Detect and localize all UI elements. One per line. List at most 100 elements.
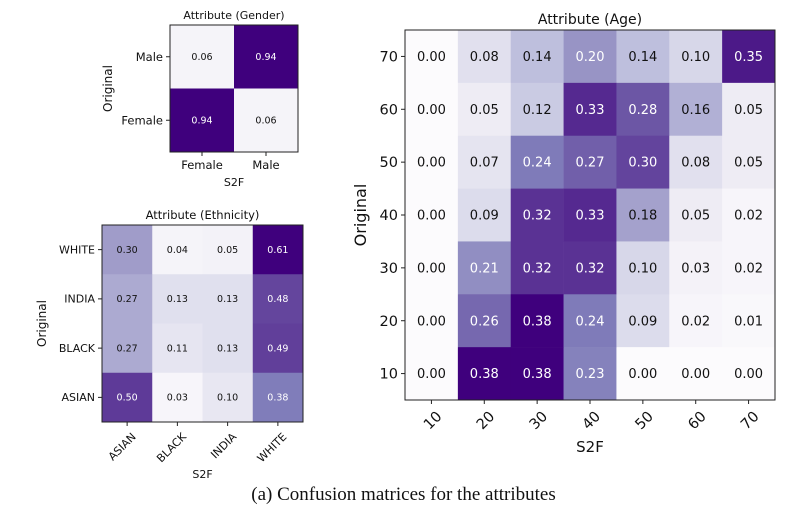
chart1-ylabel: Original bbox=[101, 65, 115, 112]
chart2-cell-label: 0.04 bbox=[167, 245, 188, 256]
chart1-cell-label: 0.94 bbox=[191, 116, 212, 127]
chart3-xtick-label: 60 bbox=[685, 409, 709, 433]
chart1-ytick-label: Female bbox=[121, 113, 163, 127]
chart3-cell bbox=[405, 82, 459, 137]
chart3-cell-label: 0.00 bbox=[628, 367, 657, 382]
chart3-cell-label: 0.00 bbox=[681, 367, 710, 382]
chart2-cell bbox=[202, 372, 254, 423]
chart3-cell-label: 0.21 bbox=[470, 261, 499, 276]
chart2-cell-label: 0.50 bbox=[117, 393, 138, 404]
chart2-cell bbox=[202, 225, 254, 275]
chart3-cell bbox=[616, 188, 670, 242]
chart3-cell bbox=[616, 294, 670, 348]
chart2-cell bbox=[152, 225, 203, 275]
chart3-cell bbox=[457, 82, 512, 137]
chart3-xtick-label: 40 bbox=[580, 409, 604, 433]
chart3-cell-label: 0.00 bbox=[417, 314, 446, 329]
chart3-cell-label: 0.38 bbox=[523, 314, 552, 329]
chart3-cell-label: 0.24 bbox=[576, 314, 605, 329]
chart3-cell bbox=[722, 188, 776, 242]
chart3-cell-label: 0.00 bbox=[417, 261, 446, 276]
chart3-xtick-label: 30 bbox=[527, 409, 551, 433]
chart3-xtick-label: 50 bbox=[633, 409, 657, 433]
chart3-ylabel: Original bbox=[351, 184, 370, 247]
chart2-cell bbox=[202, 274, 254, 324]
chart3-cell bbox=[669, 82, 723, 137]
chart3-cell-label: 0.10 bbox=[628, 261, 657, 276]
chart3-ytick-label: 40 bbox=[380, 208, 398, 224]
chart3-cell bbox=[563, 30, 617, 84]
chart2-cell-label: 0.10 bbox=[217, 393, 238, 404]
chart3-ytick-label: 30 bbox=[380, 261, 398, 277]
chart3-cell bbox=[722, 241, 776, 295]
chart2-xtick-label: BLACK bbox=[154, 430, 189, 465]
chart3-cell bbox=[510, 82, 564, 137]
chart3-cell-label: 0.02 bbox=[681, 314, 710, 329]
chart3-cell bbox=[457, 241, 512, 295]
chart2-cell bbox=[252, 323, 304, 374]
chart2-cell bbox=[102, 372, 153, 423]
chart3-cell-label: 0.12 bbox=[523, 103, 552, 118]
chart2-ytick-label: ASIAN bbox=[61, 391, 95, 404]
chart2-cell-label: 0.13 bbox=[167, 294, 188, 305]
chart2-cell-label: 0.13 bbox=[217, 343, 238, 354]
chart3-cell-label: 0.33 bbox=[576, 209, 605, 224]
chart3-cell bbox=[457, 30, 512, 84]
chart3-cell-label: 0.24 bbox=[523, 156, 552, 171]
chart2-cell bbox=[152, 372, 203, 423]
chart2-ytick-label: INDIA bbox=[64, 293, 95, 306]
chart3-cell bbox=[616, 30, 670, 84]
chart3-cell-label: 0.00 bbox=[417, 156, 446, 171]
chart3-cell-label: 0.10 bbox=[681, 50, 710, 65]
chart3-cell-label: 0.05 bbox=[734, 156, 763, 171]
chart2-cell bbox=[152, 274, 203, 324]
chart3-cell-label: 0.32 bbox=[576, 261, 605, 276]
chart3-xlabel: S2F bbox=[576, 438, 604, 456]
chart3-ytick-label: 20 bbox=[380, 314, 398, 330]
chart3-cell bbox=[510, 188, 564, 242]
chart3-cell-label: 0.27 bbox=[576, 156, 605, 171]
chart3-cell bbox=[405, 30, 459, 84]
chart3-cell-label: 0.14 bbox=[523, 50, 552, 65]
chart2-cell-label: 0.27 bbox=[117, 294, 138, 305]
chart3-ytick-label: 10 bbox=[380, 367, 398, 383]
chart1-frame bbox=[169, 24, 299, 153]
chart1-cell bbox=[234, 88, 299, 153]
chart3-cell bbox=[722, 82, 776, 137]
chart3-cell bbox=[405, 294, 459, 348]
chart1-ytick-label: Male bbox=[136, 50, 163, 64]
chart3-cell-label: 0.38 bbox=[470, 367, 499, 382]
chart3-cell bbox=[563, 135, 617, 189]
chart3-cell-label: 0.16 bbox=[681, 103, 710, 118]
chart3-cell bbox=[457, 294, 512, 348]
chart2-cell bbox=[252, 274, 304, 324]
chart3-cell-label: 0.33 bbox=[576, 103, 605, 118]
chart1-cell-label: 0.06 bbox=[191, 52, 212, 63]
chart2-cell-label: 0.49 bbox=[267, 343, 288, 354]
chart1-cell bbox=[234, 25, 299, 89]
chart2-cell-label: 0.05 bbox=[217, 245, 238, 256]
chart3-cell-label: 0.18 bbox=[628, 209, 657, 224]
chart3-cell bbox=[669, 241, 723, 295]
chart3-cell bbox=[405, 188, 459, 242]
chart2-xtick-label: INDIA bbox=[208, 430, 239, 461]
chart3-cell-label: 0.02 bbox=[734, 261, 763, 276]
chart3-cell bbox=[563, 241, 617, 295]
chart3-cell-label: 0.05 bbox=[470, 103, 499, 118]
chart3-cell-label: 0.01 bbox=[734, 314, 763, 329]
chart2-cell bbox=[252, 372, 304, 423]
chart3-cell bbox=[722, 294, 776, 348]
chart2-ytick-label: WHITE bbox=[59, 243, 95, 256]
chart3-cell bbox=[669, 135, 723, 189]
chart3-cell bbox=[510, 294, 564, 348]
chart1-xtick-label: Male bbox=[252, 158, 279, 172]
chart3-cell bbox=[563, 294, 617, 348]
chart3-cell-label: 0.26 bbox=[470, 314, 499, 329]
chart3-cell-label: 0.05 bbox=[734, 103, 763, 118]
chart2-cell-label: 0.38 bbox=[267, 393, 288, 404]
chart2-frame bbox=[101, 224, 304, 423]
chart2-title: Attribute (Ethnicity) bbox=[146, 208, 260, 222]
chart2-xtick-label: ASIAN bbox=[106, 430, 139, 463]
chart3-cell bbox=[563, 82, 617, 137]
